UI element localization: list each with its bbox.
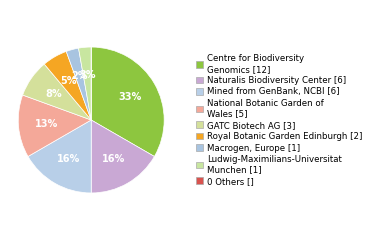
Wedge shape (79, 47, 91, 120)
Text: 3%: 3% (79, 70, 95, 80)
Text: 16%: 16% (57, 154, 80, 164)
Text: 2%: 2% (71, 71, 88, 81)
Wedge shape (91, 47, 164, 156)
Wedge shape (28, 120, 91, 193)
Text: 33%: 33% (119, 92, 142, 102)
Text: 13%: 13% (35, 119, 58, 129)
Legend: Centre for Biodiversity
Genomics [12], Naturalis Biodiversity Center [6], Mined : Centre for Biodiversity Genomics [12], N… (196, 54, 363, 186)
Text: 8%: 8% (46, 89, 62, 99)
Wedge shape (23, 64, 91, 120)
Text: 16%: 16% (102, 154, 125, 164)
Wedge shape (44, 51, 91, 120)
Text: 5%: 5% (60, 76, 77, 86)
Wedge shape (66, 48, 91, 120)
Wedge shape (18, 95, 91, 156)
Wedge shape (91, 120, 154, 193)
